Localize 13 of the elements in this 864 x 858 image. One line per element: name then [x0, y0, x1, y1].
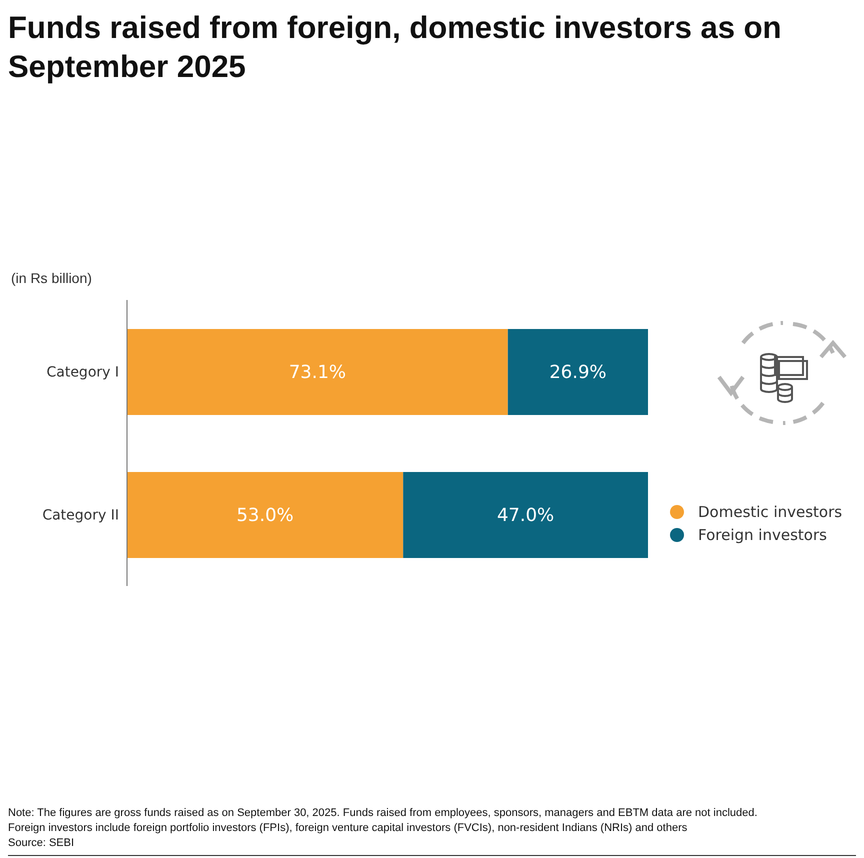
- data-label: 53.0%: [236, 505, 294, 526]
- data-label: 73.1%: [288, 362, 346, 383]
- source-note: Source: SEBI: [8, 836, 76, 851]
- chart-title: Funds raised from foreign, domestic investors as on September 2025: [8, 9, 782, 86]
- text: Note: The figures are gross funds raised as on September 30, 2025. Funds raised from employees, sponsors, managers and EBTM data are not included.: [8, 806, 758, 821]
- legend-label: Domestic investors: [698, 503, 842, 521]
- data-label: 47.0%: [496, 505, 554, 526]
- y-tick-label: Category I: [46, 364, 119, 380]
- y-tick-label: Category II: [42, 507, 119, 524]
- chart-subtitle: (in Rs billion): [11, 270, 92, 286]
- data-label: 26.9%: [549, 362, 607, 383]
- legend-label: Foreign investors: [698, 526, 827, 544]
- text: Foreign investors include foreign portfolio investors (FPIs), foreign venture capital investors (FVCIs), non-resident Indians (NRIs) and others: [8, 821, 688, 836]
